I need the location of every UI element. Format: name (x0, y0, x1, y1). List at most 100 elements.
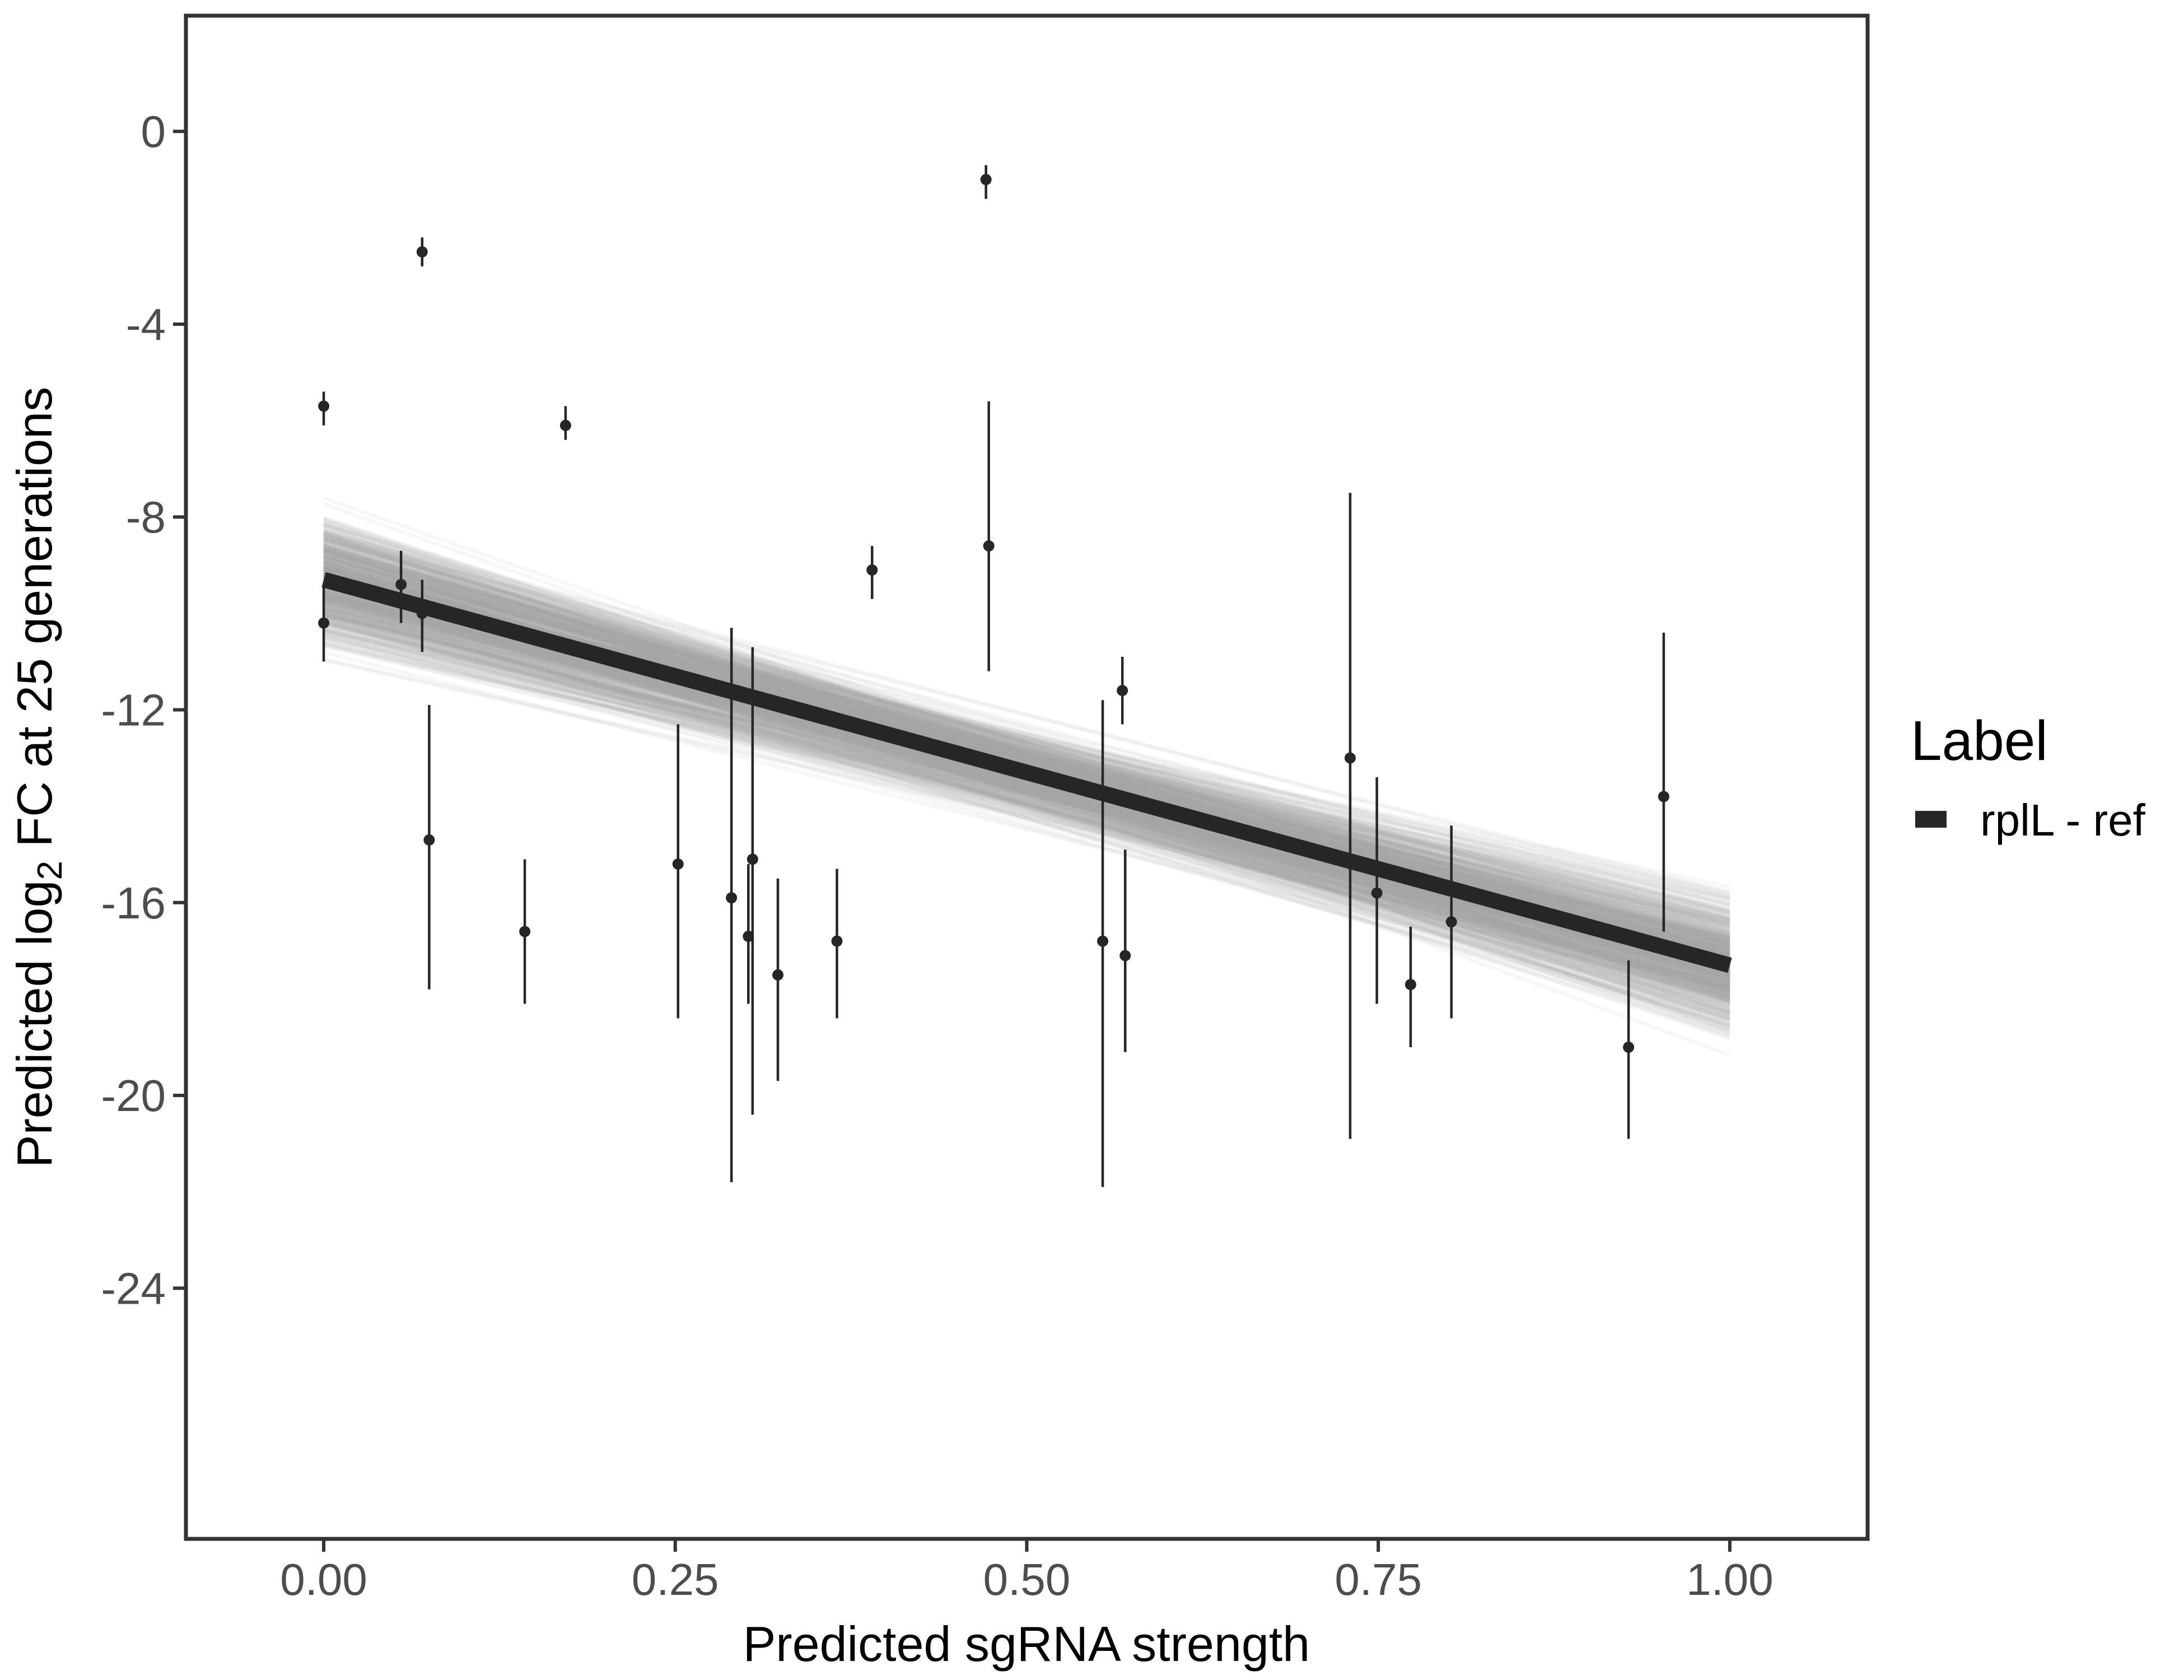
posterior-draw-line (323, 601, 1730, 1023)
posterior-draw-line (323, 568, 1730, 944)
posterior-draw-line (323, 622, 1730, 976)
posterior-draw-line (323, 534, 1731, 1057)
posterior-draw-line (323, 571, 1730, 899)
data-point (318, 617, 330, 629)
posterior-draw-line (323, 528, 1730, 960)
y-axis-title-prefix: Predicted log (7, 880, 62, 1168)
posterior-draw-line (323, 621, 1730, 1005)
posterior-draw-line (323, 561, 1730, 942)
posterior-draw-line (323, 627, 1730, 987)
x-tick-label: 0.00 (280, 1555, 367, 1604)
y-tick-label: -16 (101, 878, 166, 928)
posterior-draw-line (323, 599, 1730, 1009)
posterior-draw-line (323, 558, 1730, 953)
posterior-draw-line (323, 562, 1730, 925)
posterior-draw-line (323, 576, 1731, 1040)
posterior-draw-line (323, 546, 1730, 963)
posterior-draw-line (323, 612, 1730, 973)
y-axis: 0 -4 -8 -12 -16 -20 -24 (101, 107, 184, 1313)
posterior-draw-line (323, 546, 1730, 949)
posterior-draw-line (323, 546, 1731, 1017)
posterior-draw-line (323, 529, 1730, 945)
posterior-draw-line (323, 639, 1730, 970)
posterior-draw-line (323, 615, 1730, 990)
posterior-draw-line (323, 588, 1730, 985)
posterior-draw-line (323, 600, 1730, 980)
data-point (423, 834, 435, 846)
posterior-draw-line (323, 582, 1730, 1031)
posterior-draw-line (323, 630, 1730, 974)
posterior-draw-line (323, 600, 1730, 975)
data-point (1117, 685, 1128, 697)
legend: Label rplL - ref (1911, 710, 2146, 845)
posterior-draw-line (323, 522, 1730, 935)
posterior-draw-line (323, 609, 1730, 982)
posterior-draw-line (323, 609, 1730, 977)
posterior-draw-line (323, 559, 1730, 955)
posterior-draw-line (323, 620, 1730, 1021)
posterior-draw-line (323, 539, 1730, 945)
posterior-draw-line (323, 596, 1730, 988)
posterior-draw-line (323, 622, 1730, 1027)
posterior-draw-line (323, 544, 1730, 961)
posterior-draw-line (323, 550, 1730, 916)
posterior-draw-line (323, 559, 1730, 944)
posterior-draw-line (323, 554, 1730, 945)
posterior-draw-line (323, 616, 1730, 1000)
posterior-draw-line (323, 629, 1730, 969)
posterior-draw-line (323, 522, 1730, 963)
posterior-draw-line (323, 633, 1730, 989)
panel-border (184, 13, 1870, 1541)
posterior-draw-line (323, 565, 1730, 934)
posterior-draw-line (323, 529, 1730, 962)
posterior-draw-line (323, 585, 1730, 983)
posterior-draw-line (323, 627, 1730, 991)
y-tick-label: -8 (126, 492, 166, 542)
posterior-draw-line (323, 534, 1730, 914)
posterior-draw-line (323, 596, 1730, 978)
posterior-draw-line (323, 554, 1730, 921)
posterior-draw-line (323, 567, 1730, 958)
posterior-draw-line (323, 577, 1730, 918)
posterior-draw-line (323, 584, 1730, 988)
posterior-draw-line (323, 627, 1730, 981)
posterior-draw-line (323, 613, 1730, 992)
posterior-draw-line (323, 564, 1730, 933)
posterior-draw-line (323, 594, 1730, 974)
posterior-draw-line (323, 567, 1730, 914)
posterior-draw-line (323, 595, 1730, 988)
posterior-draw-line (323, 559, 1730, 920)
posterior-draw-line (323, 584, 1730, 1026)
posterior-draw-line (323, 550, 1730, 950)
x-axis-title: Predicted sgRNA strength (743, 1616, 1310, 1672)
posterior-draw-line (323, 591, 1730, 982)
posterior-draw-line (323, 536, 1730, 894)
posterior-draw-line (323, 538, 1730, 948)
posterior-draw-line (323, 550, 1730, 926)
posterior-draw-line (323, 621, 1730, 970)
posterior-draw-line (323, 608, 1730, 901)
posterior-draw-line (323, 538, 1730, 986)
posterior-draw-line (323, 604, 1730, 996)
y-tick-label: 0 (141, 107, 166, 157)
posterior-draw-line (323, 563, 1730, 907)
posterior-draw-line (323, 606, 1730, 1004)
posterior-draw-line (323, 549, 1730, 957)
data-point (743, 931, 754, 942)
posterior-draw-line (323, 558, 1730, 946)
posterior-draw-line (323, 591, 1730, 986)
posterior-draw-line (323, 562, 1730, 957)
posterior-draw-line (323, 629, 1730, 1007)
posterior-draw-line (323, 564, 1730, 944)
posterior-draw-line (323, 545, 1730, 962)
posterior-draw-line (323, 632, 1730, 1023)
data-point (1445, 916, 1457, 928)
posterior-draw-line (323, 585, 1730, 989)
posterior-draw-line (323, 596, 1730, 978)
fit-line-layer (321, 572, 1732, 973)
posterior-draw-line (323, 599, 1730, 992)
posterior-draw-line (323, 550, 1731, 1024)
data-points-layer (318, 165, 1669, 1187)
posterior-draw-line (323, 607, 1730, 990)
posterior-draw-line (323, 605, 1730, 998)
